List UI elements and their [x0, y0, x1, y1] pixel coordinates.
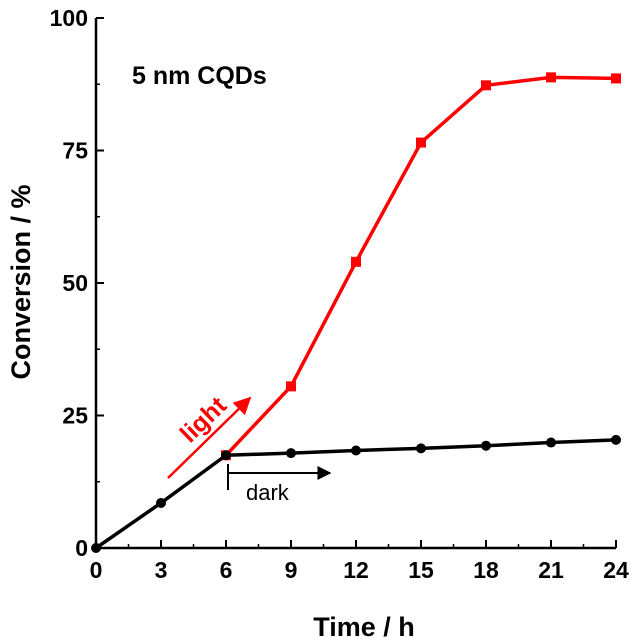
data-point	[286, 448, 296, 459]
y-tick-label: 75	[62, 138, 88, 164]
x-tick-label: 15	[408, 557, 434, 583]
annotations: 5 nm CQDs light dark	[132, 62, 332, 505]
data-series	[91, 72, 621, 553]
data-point	[221, 450, 231, 461]
data-point	[416, 443, 426, 454]
data-point	[546, 437, 556, 448]
y-tick-label: 100	[50, 5, 88, 31]
light-arrow	[167, 396, 252, 479]
data-point	[286, 381, 296, 392]
x-axis-title: Time / h	[313, 612, 415, 640]
series-line	[224, 75, 617, 457]
x-tick-label: 12	[343, 557, 369, 583]
x-tick-label: 21	[538, 557, 564, 583]
dark-label: dark	[246, 480, 290, 505]
x-tick-label: 18	[473, 557, 499, 583]
data-point	[481, 440, 491, 451]
y-axis-title: Conversion / %	[6, 184, 36, 379]
x-tick-label: 9	[285, 557, 298, 583]
x-tick-label: 24	[603, 557, 629, 583]
data-point	[481, 80, 491, 91]
data-point	[156, 497, 166, 508]
axis-ticks: 0 3 6 9 12 15 18 21 24 0 25 50 75 100	[50, 5, 629, 583]
sample-label: 5 nm CQDs	[132, 62, 267, 90]
x-tick-label: 0	[90, 557, 103, 583]
series-0	[221, 72, 621, 461]
data-point	[351, 445, 361, 456]
series-line	[95, 438, 617, 550]
x-tick-label: 3	[155, 557, 168, 583]
data-point	[611, 434, 621, 445]
data-point	[91, 543, 101, 553]
data-point	[611, 73, 621, 84]
y-tick-label: 25	[62, 403, 88, 429]
data-point	[351, 256, 361, 267]
x-tick-label: 6	[220, 557, 233, 583]
y-tick-label: 0	[75, 535, 88, 561]
light-label: light	[175, 391, 233, 448]
axis-titles: Time / h Conversion / %	[6, 184, 415, 640]
data-point	[416, 137, 426, 148]
axes	[94, 18, 616, 550]
series-1	[91, 434, 621, 553]
y-tick-label: 50	[62, 270, 88, 296]
data-point	[546, 72, 556, 83]
